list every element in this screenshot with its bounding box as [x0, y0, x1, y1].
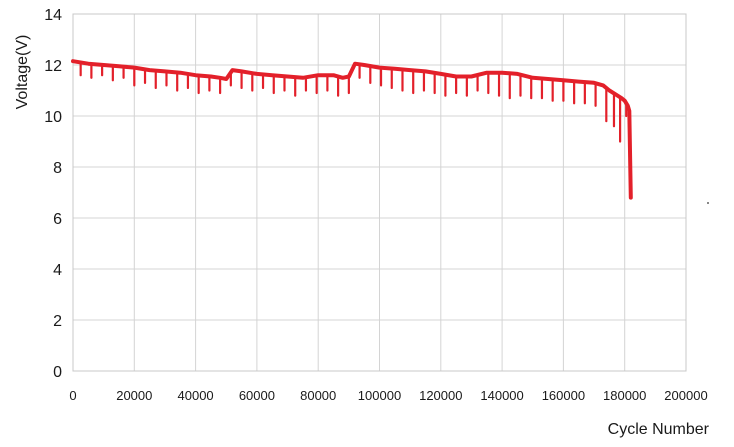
y-tick-label: 0 [53, 364, 62, 381]
plot-area [71, 59, 633, 200]
x-tick-label: 120000 [419, 388, 462, 403]
series-line [71, 59, 633, 200]
y-tick-label: 2 [53, 313, 62, 330]
x-tick-label: 60000 [239, 388, 275, 403]
y-tick-label: 10 [44, 109, 62, 126]
y-axis-title: Voltage(V) [14, 35, 31, 110]
x-tick-label: 80000 [300, 388, 336, 403]
grid-lines [72, 13, 687, 372]
x-tick-label: 140000 [480, 388, 523, 403]
x-tick-label: 40000 [178, 388, 214, 403]
y-tick-label: 12 [44, 58, 62, 75]
x-tick-label: 20000 [116, 388, 152, 403]
plot-frame [72, 13, 687, 372]
x-tick-label: 0 [69, 388, 76, 403]
x-tick-label: 180000 [603, 388, 646, 403]
x-tick-label: 200000 [664, 388, 707, 403]
x-tick-label: 100000 [358, 388, 401, 403]
y-tick-label: 4 [53, 262, 62, 279]
x-tick-label: 160000 [542, 388, 585, 403]
y-tick-label: 14 [44, 7, 62, 24]
y-tick-label: 6 [53, 211, 62, 228]
x-axis-title: Cycle Number [608, 421, 710, 438]
tick-labels: 0 20000 40000 60000 80000 100000 120000 140000 1… [44, 7, 707, 403]
y-tick-label: 8 [53, 160, 62, 177]
stray-dot-mark [707, 202, 709, 204]
